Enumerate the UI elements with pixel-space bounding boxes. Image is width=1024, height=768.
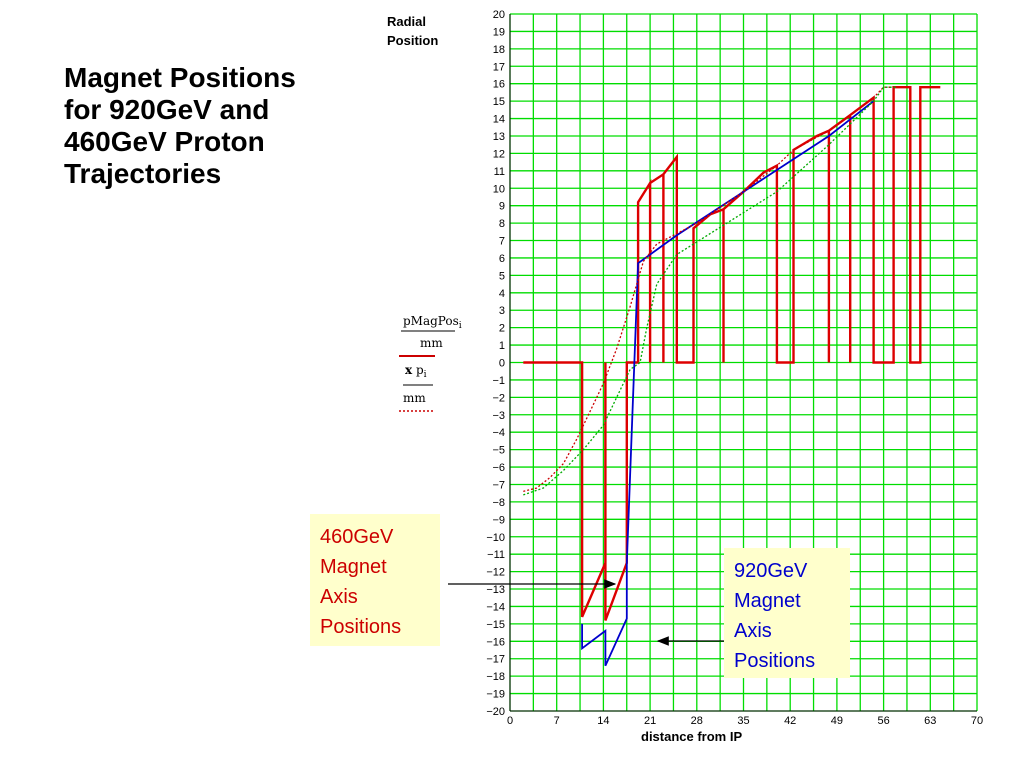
y-tick-label: −11 xyxy=(487,549,505,561)
series-1 xyxy=(523,85,941,621)
title-line-4: Trajectories xyxy=(64,158,222,189)
y-tick-label: −20 xyxy=(486,706,505,718)
x-tick-label: 14 xyxy=(597,715,609,727)
x-tick-label: 21 xyxy=(644,715,656,727)
x-tick-label: 35 xyxy=(737,715,749,727)
chart-grid xyxy=(509,13,978,712)
note-920gev-magnet-axis: 920GeV Magnet Axis Positions xyxy=(724,548,850,678)
x-axis-label: distance from IP xyxy=(641,729,742,744)
title-line-1: Magnet Positions xyxy=(64,62,296,93)
legend: pMagPosi mm x pi mm xyxy=(399,314,462,412)
y-tick-label: −14 xyxy=(486,601,505,613)
y-tick-label: −13 xyxy=(486,584,505,596)
y-tick-label: 7 xyxy=(499,236,505,248)
y-tick-label: 17 xyxy=(493,61,505,73)
y-tick-label: 4 xyxy=(499,288,505,300)
y-tick-label: 6 xyxy=(499,253,505,265)
note-920-line-2: Magnet xyxy=(734,590,801,612)
y-tick-label: −7 xyxy=(492,479,505,491)
x-tick-label: 42 xyxy=(784,715,796,727)
legend-entry-1-denominator: mm xyxy=(420,336,443,350)
y-axis-label-line-1: Radial xyxy=(387,14,426,29)
y-tick-label: −2 xyxy=(492,392,505,404)
y-tick-label: −8 xyxy=(492,497,505,509)
note-460-line-1: 460GeV xyxy=(320,526,394,548)
y-tick-label: 11 xyxy=(494,166,505,178)
legend-entry-2-denominator: mm xyxy=(403,391,426,405)
y-tick-label: 10 xyxy=(493,183,505,195)
y-tick-label: 16 xyxy=(493,79,505,91)
y-tick-label: −15 xyxy=(486,619,505,631)
y-tick-label: −19 xyxy=(486,689,505,701)
note-920-line-3: Axis xyxy=(734,620,772,642)
legend-entry-1-numerator: pMagPosi xyxy=(403,314,462,331)
y-tick-label: −4 xyxy=(492,427,505,439)
note-460-line-2: Magnet xyxy=(320,556,387,578)
y-tick-label: −18 xyxy=(486,671,505,683)
note-460-line-3: Axis xyxy=(320,586,358,608)
x-tick-label: 28 xyxy=(691,715,703,727)
y-tick-label: 8 xyxy=(499,218,505,230)
y-tick-label: 3 xyxy=(499,305,505,317)
y-axis-label-line-2: Position xyxy=(387,33,438,48)
y-tick-label: −6 xyxy=(492,462,505,474)
title-line-2: for 920GeV and xyxy=(64,94,270,125)
note-920-line-4: Positions xyxy=(734,650,816,672)
y-tick-label: 13 xyxy=(493,131,505,143)
x-tick-label: 0 xyxy=(507,715,513,727)
y-tick-label: −5 xyxy=(492,445,505,457)
y-tick-label: 18 xyxy=(493,44,505,56)
legend-entry-2-numerator: x pi xyxy=(405,363,427,380)
note-460-line-4: Positions xyxy=(320,616,402,638)
y-tick-label: −3 xyxy=(492,410,505,422)
y-tick-label: 19 xyxy=(493,26,505,38)
x-tick-label: 70 xyxy=(971,715,983,727)
y-tick-label: −1 xyxy=(492,375,505,387)
x-tick-label: 56 xyxy=(877,715,889,727)
y-tick-label: 5 xyxy=(499,270,505,282)
x-tick-label: 49 xyxy=(831,715,843,727)
note-460gev-magnet-axis: 460GeV Magnet Axis Positions xyxy=(310,514,440,646)
y-tick-label: 12 xyxy=(493,148,505,160)
chart-series xyxy=(523,85,941,667)
y-tick-label: 20 xyxy=(493,9,505,21)
y-tick-label: 14 xyxy=(493,114,505,126)
x-tick-label: 7 xyxy=(554,715,560,727)
y-tick-label: 15 xyxy=(493,96,505,108)
y-tick-label: −16 xyxy=(486,636,505,648)
series-2 xyxy=(581,100,875,667)
chart-ticks: −20−19−18−17−16−15−14−13−12−11−10−9−8−7−… xyxy=(486,9,983,727)
y-tick-label: 2 xyxy=(499,323,505,335)
x-tick-label: 63 xyxy=(924,715,936,727)
note-920-line-1: 920GeV xyxy=(734,560,808,582)
y-tick-label: −9 xyxy=(492,514,505,526)
y-tick-label: 0 xyxy=(499,358,505,370)
y-tick-label: −10 xyxy=(486,532,505,544)
y-tick-label: 1 xyxy=(499,340,505,352)
y-tick-label: 9 xyxy=(499,201,505,213)
series-4 xyxy=(523,86,897,496)
y-tick-label: −12 xyxy=(486,567,505,579)
series-3 xyxy=(523,86,897,493)
y-tick-label: −17 xyxy=(486,654,505,666)
title-line-3: 460GeV Proton xyxy=(64,126,265,157)
slide-title: Magnet Positions for 920GeV and 460GeV P… xyxy=(64,62,364,190)
